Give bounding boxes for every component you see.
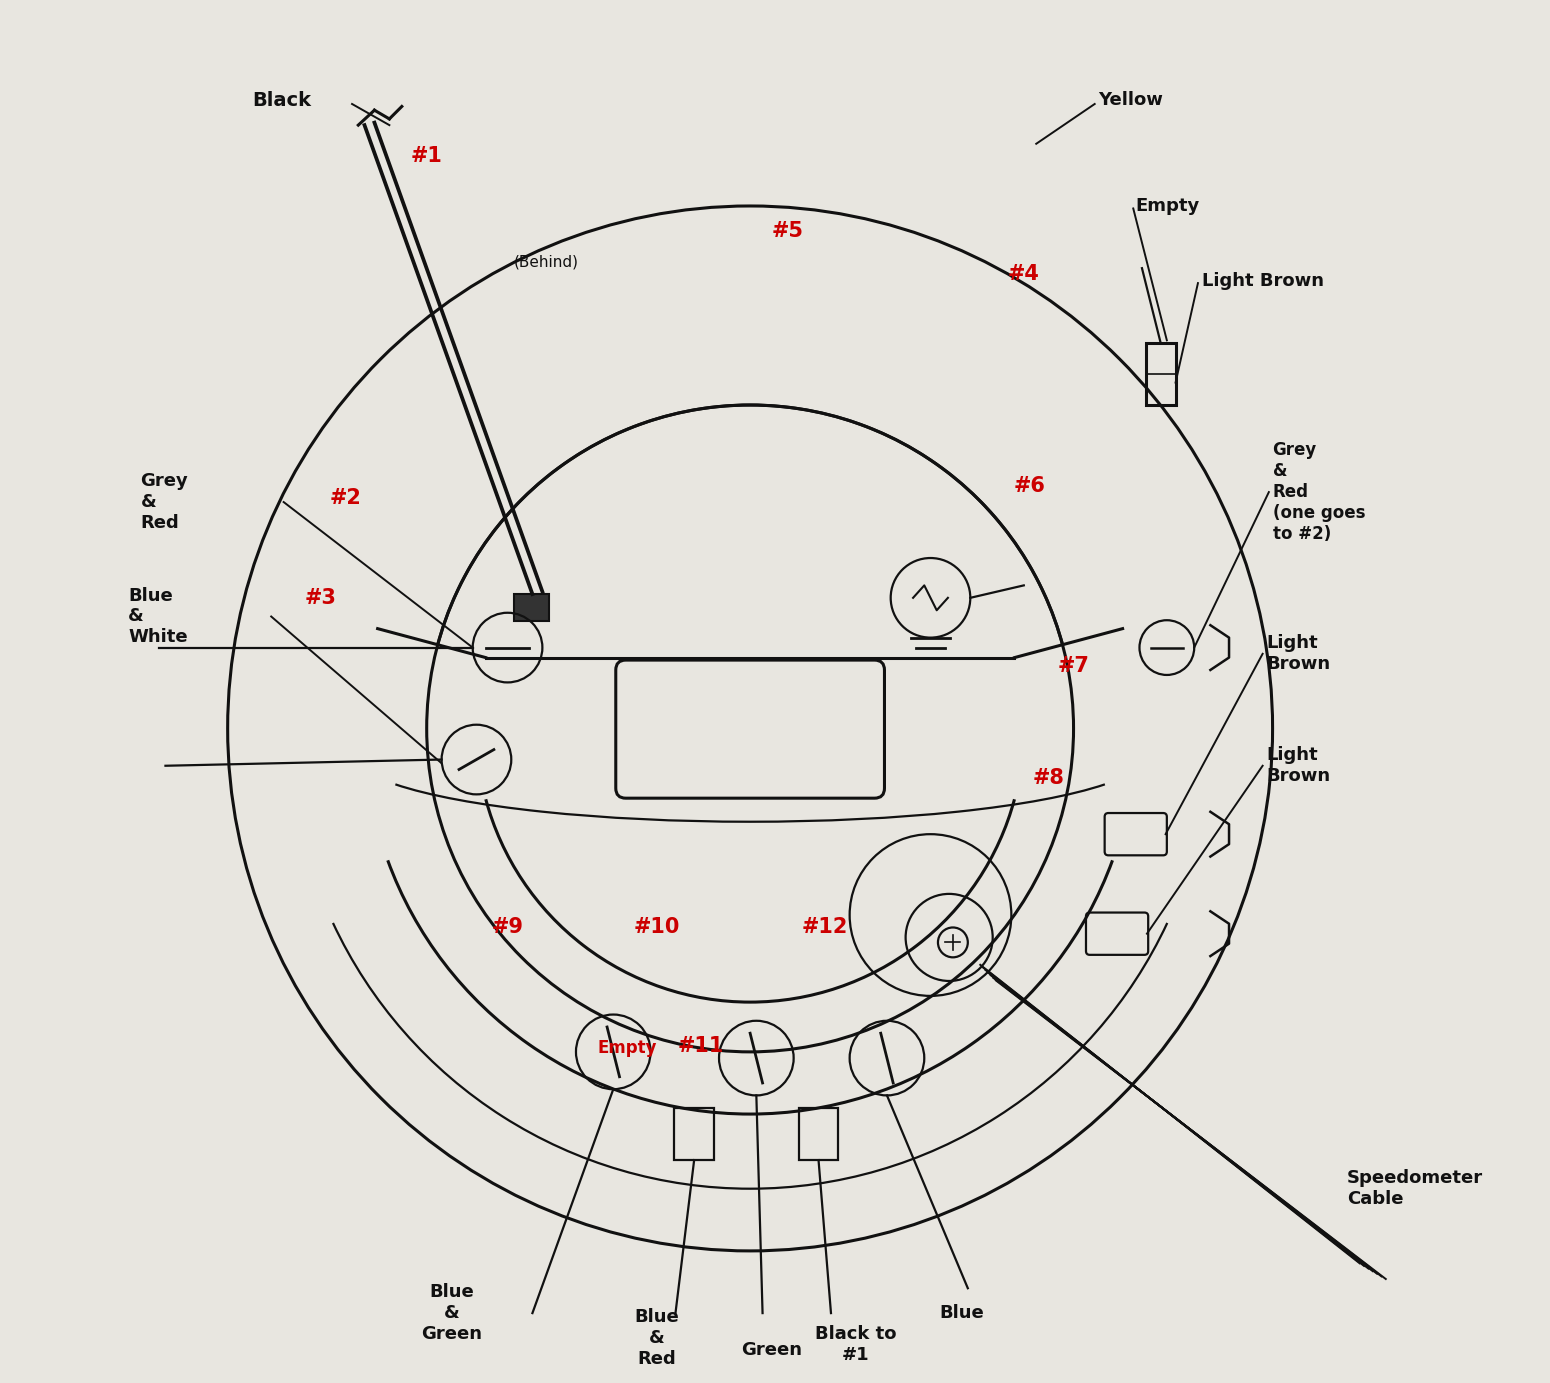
Text: #12: #12 [801,917,848,938]
Bar [1145,343,1175,405]
Text: Blue: Blue [939,1304,984,1322]
Text: Grey
&
Red: Grey & Red [141,472,189,532]
Bar [674,1108,715,1160]
Text: Blue
&
Red: Blue & Red [634,1308,679,1368]
Text: #2: #2 [330,488,361,509]
Text: Black: Black [253,91,312,109]
Text: Black to
#1: Black to #1 [815,1325,896,1364]
Text: #4: #4 [1008,264,1040,285]
Text: #10: #10 [634,917,680,938]
Text: Light
Brown: Light Brown [1266,747,1330,786]
Text: Light Brown: Light Brown [1201,271,1324,289]
Text: Blue
&
Green: Blue & Green [422,1283,482,1343]
Text: Empty: Empty [597,1039,657,1057]
Text: #6: #6 [1014,476,1046,496]
Bar [798,1108,839,1160]
Text: #8: #8 [1032,768,1065,788]
Bar [513,595,549,621]
Text: Blue
&
White: Blue & White [129,586,188,646]
Text: #1: #1 [411,147,443,166]
Text: (Behind): (Behind) [513,254,578,270]
Text: Light
Brown: Light Brown [1266,635,1330,674]
Text: Green: Green [741,1342,801,1359]
Text: Empty: Empty [1136,196,1200,214]
Text: Grey
&
Red
(one goes
to #2): Grey & Red (one goes to #2) [1273,441,1366,542]
Text: Speedometer
Cable: Speedometer Cable [1347,1169,1483,1209]
Text: #5: #5 [772,221,803,241]
Text: #11: #11 [677,1036,724,1055]
Text: #3: #3 [305,588,336,607]
Text: Yellow: Yellow [1099,91,1164,109]
Text: #9: #9 [491,917,524,938]
Text: #7: #7 [1057,657,1090,676]
